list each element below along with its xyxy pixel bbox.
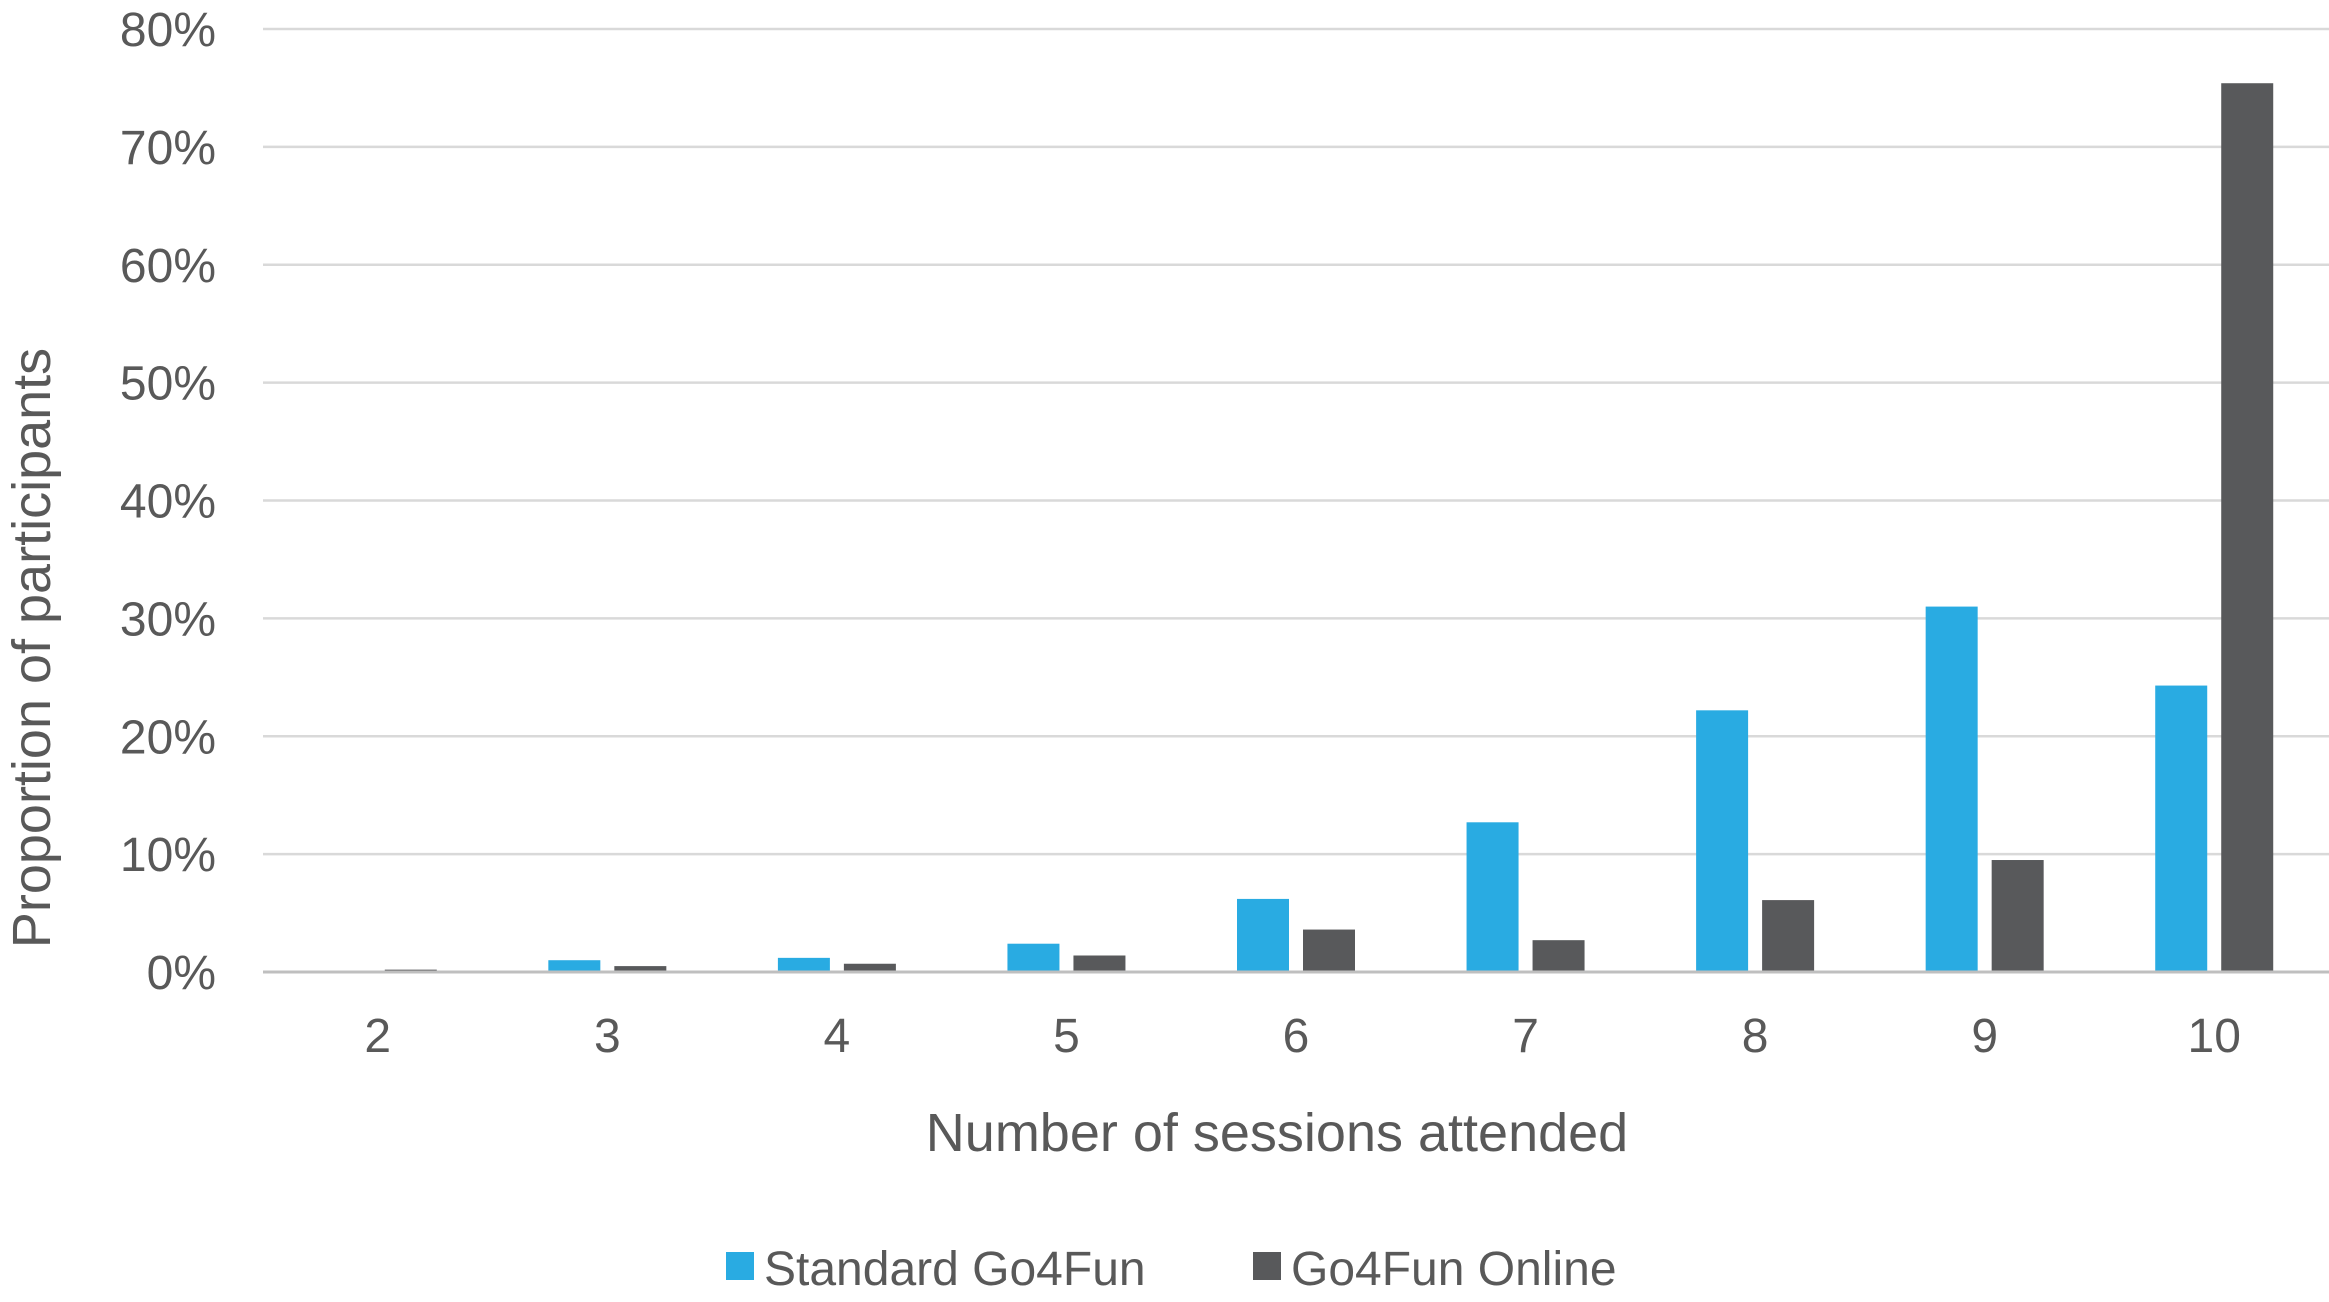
bar-go4fun-online-7 (1532, 940, 1585, 972)
legend-label-standard-go4fun: Standard Go4Fun (764, 1243, 1146, 1296)
y-tick-label: 50% (120, 358, 216, 411)
bar-standard-go4fun-9 (1925, 606, 1978, 972)
gridlines (263, 27, 2329, 856)
bar-go4fun-online-10 (2221, 83, 2274, 972)
x-tick-label: 6 (1283, 1010, 1310, 1063)
y-tick-label: 60% (120, 240, 216, 293)
y-tick-label: 40% (120, 476, 216, 529)
bar-go4fun-online-3 (614, 966, 667, 972)
legend-swatch-go4fun-online (1253, 1252, 1281, 1280)
y-tick-label: 80% (120, 4, 216, 57)
y-axis-ticks: 0% 10% 20% 30% 40% 50% 60% 70% 80% (120, 4, 216, 1000)
x-tick-label: 10 (2188, 1010, 2241, 1063)
bar-go4fun-online-8 (1762, 900, 1815, 972)
x-tick-label: 3 (594, 1010, 621, 1063)
bar-standard-go4fun-6 (1237, 898, 1289, 972)
y-tick-label: 70% (120, 122, 216, 175)
bars (384, 83, 2274, 972)
x-tick-label: 4 (824, 1010, 851, 1063)
bar-standard-go4fun-7 (1466, 822, 1519, 972)
x-tick-label: 8 (1742, 1010, 1769, 1063)
x-tick-label: 2 (364, 1010, 391, 1063)
legend: Standard Go4Fun Go4Fun Online (726, 1243, 1617, 1296)
bar-standard-go4fun-8 (1696, 710, 1749, 972)
legend-swatch-standard-go4fun (726, 1252, 754, 1280)
bar-standard-go4fun-3 (548, 960, 601, 972)
x-axis-ticks: 2 3 4 5 6 7 8 9 10 (364, 1010, 2240, 1063)
y-tick-label: 20% (120, 711, 216, 764)
y-tick-label: 0% (147, 947, 216, 1000)
bar-standard-go4fun-10 (2155, 685, 2208, 972)
bar-standard-go4fun-5 (1007, 943, 1060, 972)
bar-standard-go4fun-4 (777, 957, 830, 972)
y-tick-label: 10% (120, 829, 216, 882)
y-tick-label: 30% (120, 593, 216, 646)
bar-go4fun-online-4 (843, 963, 896, 972)
bar-go4fun-online-9 (1991, 860, 2044, 972)
x-axis-title: Number of sessions attended (926, 1103, 1628, 1163)
x-tick-label: 5 (1053, 1010, 1080, 1063)
x-tick-label: 7 (1512, 1010, 1539, 1063)
legend-label-go4fun-online: Go4Fun Online (1291, 1243, 1617, 1296)
y-axis-title: Proportion of participants (2, 348, 62, 948)
bar-go4fun-online-5 (1073, 955, 1126, 972)
x-tick-label: 9 (1971, 1010, 1998, 1063)
bar-go4fun-online-6 (1303, 929, 1355, 972)
